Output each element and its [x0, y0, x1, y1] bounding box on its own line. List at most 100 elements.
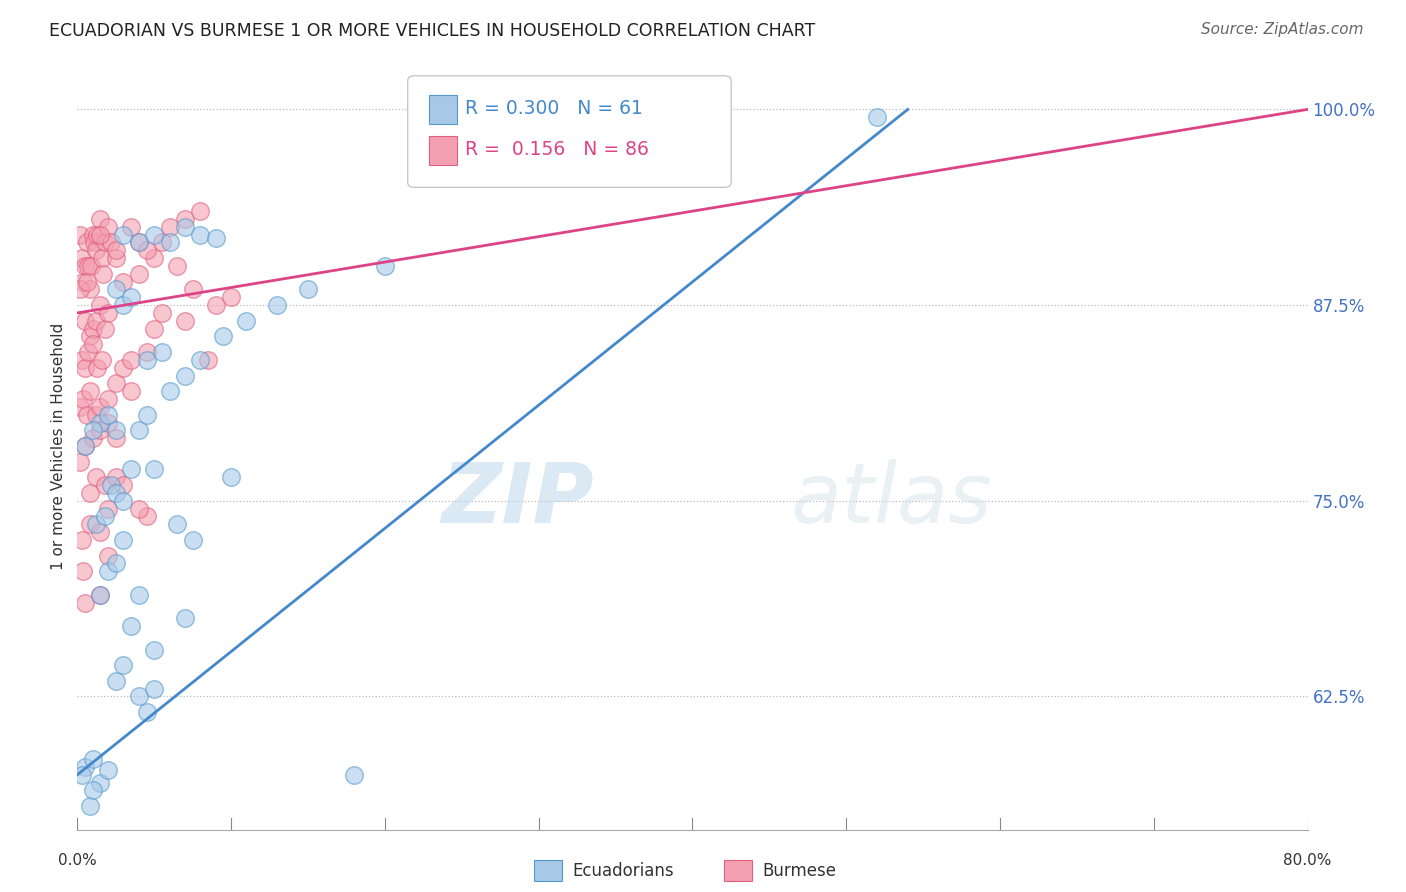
Point — [73, 259, 96, 273]
Text: 80.0%: 80.0% — [1284, 853, 1331, 868]
Point — [112, 227, 135, 242]
Point — [112, 360, 135, 375]
Point — [104, 244, 127, 258]
Point — [112, 275, 135, 289]
Point — [94, 478, 117, 492]
Point — [120, 384, 142, 399]
Point — [82, 423, 104, 437]
Text: ECUADORIAN VS BURMESE 1 OR MORE VEHICLES IN HOUSEHOLD CORRELATION CHART: ECUADORIAN VS BURMESE 1 OR MORE VEHICLES… — [49, 22, 815, 40]
Point — [120, 462, 142, 476]
Point — [89, 298, 111, 312]
Point — [188, 204, 212, 219]
Point — [104, 251, 127, 265]
Point — [166, 517, 188, 532]
Point — [128, 423, 150, 437]
Point — [79, 282, 101, 296]
Point — [89, 423, 111, 437]
Point — [82, 783, 104, 797]
Point — [83, 235, 105, 250]
Point — [120, 290, 142, 304]
Point — [150, 345, 173, 359]
Point — [120, 352, 142, 367]
Point — [80, 259, 103, 273]
Point — [112, 298, 135, 312]
Point — [72, 392, 94, 406]
Point — [104, 431, 127, 445]
Point — [135, 244, 157, 258]
Point — [97, 501, 120, 516]
Point — [235, 314, 257, 328]
Point — [84, 314, 107, 328]
Point — [112, 658, 135, 673]
Point — [135, 705, 157, 719]
Point — [159, 235, 181, 250]
Point — [135, 408, 157, 422]
Point — [120, 219, 142, 234]
Point — [77, 345, 100, 359]
Point — [86, 227, 108, 242]
Point — [343, 768, 366, 782]
Point — [79, 799, 101, 814]
Point — [97, 549, 120, 563]
Point — [143, 321, 166, 335]
Point — [89, 588, 111, 602]
Text: R = 0.300   N = 61: R = 0.300 N = 61 — [465, 99, 644, 119]
Point — [79, 384, 101, 399]
Point — [79, 486, 101, 500]
Point — [204, 231, 226, 245]
Point — [166, 259, 188, 273]
Point — [97, 219, 120, 234]
Point — [89, 400, 111, 414]
Point — [70, 352, 93, 367]
Point — [188, 227, 212, 242]
Point — [94, 235, 117, 250]
Point — [79, 329, 101, 343]
Point — [135, 352, 157, 367]
Y-axis label: 1 or more Vehicles in Household: 1 or more Vehicles in Household — [51, 322, 66, 570]
Point — [89, 212, 111, 227]
Text: atlas: atlas — [792, 459, 993, 541]
Point — [97, 416, 120, 430]
Point — [72, 564, 94, 578]
Point — [159, 384, 181, 399]
Point — [76, 235, 98, 250]
Point — [104, 486, 127, 500]
Point — [297, 282, 319, 296]
Point — [70, 533, 93, 547]
Point — [86, 360, 108, 375]
Point — [174, 368, 197, 383]
Point — [100, 478, 122, 492]
Point — [97, 763, 120, 777]
Point — [72, 275, 94, 289]
Point — [120, 619, 142, 633]
Point — [112, 493, 135, 508]
Point — [104, 470, 127, 484]
Point — [73, 760, 96, 774]
Point — [89, 588, 111, 602]
Point — [197, 352, 219, 367]
Point — [104, 673, 127, 688]
Point — [69, 455, 91, 469]
Point — [174, 219, 197, 234]
Point — [112, 478, 135, 492]
Point — [143, 251, 166, 265]
Point — [82, 227, 104, 242]
Point — [82, 431, 104, 445]
Point — [143, 462, 166, 476]
Point — [682, 126, 704, 140]
Point — [90, 352, 114, 367]
Point — [90, 251, 114, 265]
Point — [104, 557, 127, 571]
Point — [143, 642, 166, 657]
Point — [73, 596, 96, 610]
Point — [188, 352, 212, 367]
Point — [89, 227, 111, 242]
Point — [69, 282, 91, 296]
Point — [174, 314, 197, 328]
Point — [76, 275, 98, 289]
Point — [104, 376, 127, 391]
Point — [212, 329, 235, 343]
Point — [104, 423, 127, 437]
Point — [174, 611, 197, 625]
Point — [82, 752, 104, 766]
